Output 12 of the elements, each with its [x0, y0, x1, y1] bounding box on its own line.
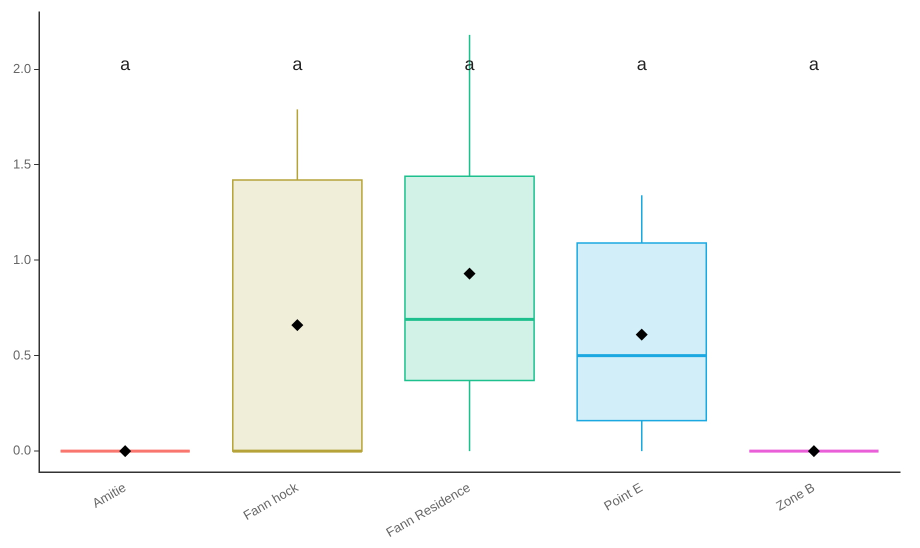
annotation: a: [636, 54, 648, 74]
y-tick-label: 0.0: [12, 442, 32, 458]
x-tick-label: Fann hock: [240, 479, 302, 523]
y-tick-label: 0.5: [12, 347, 32, 362]
y-tick-label: 1.0: [12, 252, 32, 267]
annotation: a: [120, 54, 132, 74]
annotation: a: [808, 54, 820, 74]
x-tick-label: Zone B: [773, 480, 818, 514]
y-tick-label: 1.5: [12, 156, 32, 172]
y-tick-label: 2.0: [12, 60, 32, 76]
annotation: a: [292, 54, 304, 74]
x-tick-label: Point E: [601, 479, 646, 514]
